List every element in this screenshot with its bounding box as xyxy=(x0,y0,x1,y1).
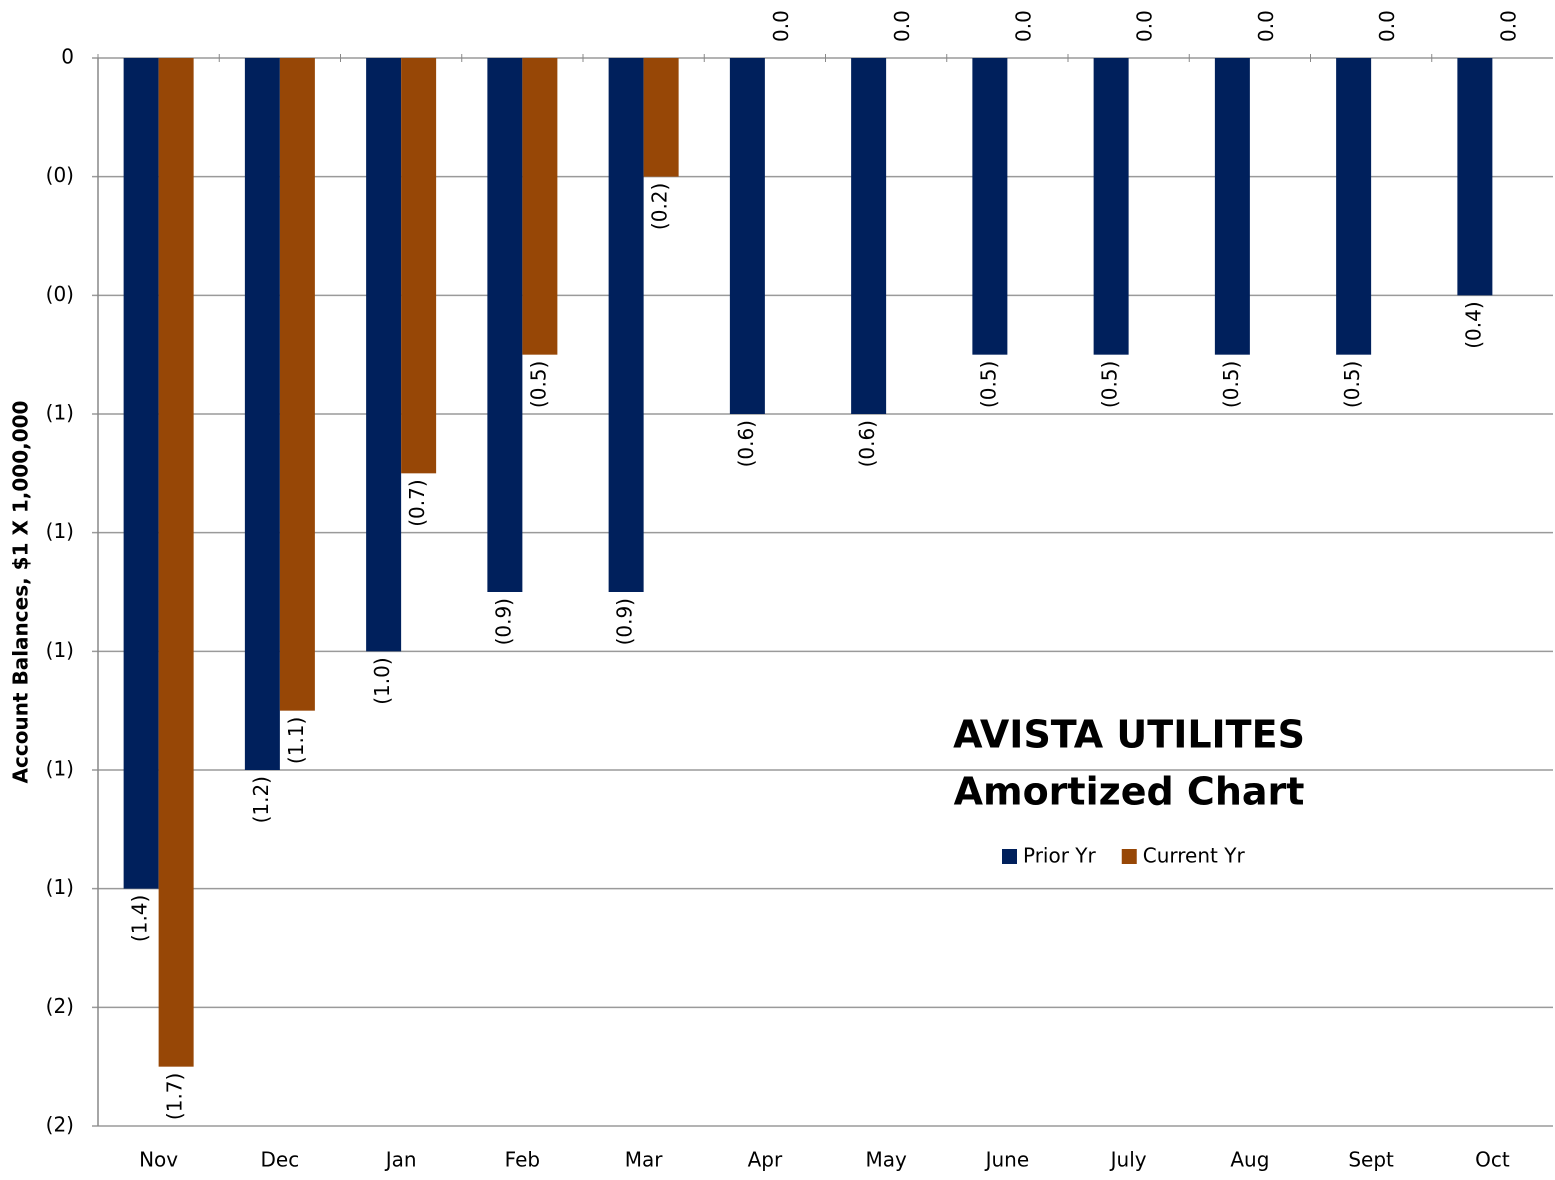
data-label: (1.4) xyxy=(128,895,152,942)
data-label: 0.0 xyxy=(1254,10,1278,42)
data-label: 0.0 xyxy=(890,10,914,42)
bar xyxy=(366,58,402,652)
x-tick-label: Aug xyxy=(1230,1148,1269,1172)
y-tick-label: (2) xyxy=(46,994,74,1018)
bar xyxy=(1336,58,1372,355)
data-label: (0.6) xyxy=(734,420,758,467)
data-label: 0.0 xyxy=(769,10,793,42)
data-label: (1.0) xyxy=(370,657,394,704)
y-tick-label: 0 xyxy=(61,45,74,69)
data-label: (1.7) xyxy=(163,1073,187,1120)
x-tick-label: Oct xyxy=(1475,1148,1510,1172)
legend-label: Current Yr xyxy=(1143,844,1246,868)
bar xyxy=(1093,58,1129,355)
y-tick-label: (1) xyxy=(46,519,74,543)
bar xyxy=(1457,58,1493,296)
x-tick-label: Feb xyxy=(505,1148,540,1172)
data-label: (0.5) xyxy=(976,361,1000,408)
data-label: 0.0 xyxy=(1011,10,1035,42)
bar xyxy=(729,58,765,414)
data-label: (0.5) xyxy=(526,361,550,408)
data-label: (0.5) xyxy=(1340,361,1364,408)
data-label: (0.5) xyxy=(1098,361,1122,408)
bar xyxy=(279,58,315,711)
chart-title: AVISTA UTILITES xyxy=(953,713,1305,757)
data-label: (0.6) xyxy=(855,420,879,467)
x-tick-label: Apr xyxy=(748,1148,783,1172)
bar xyxy=(158,58,194,1067)
x-tick-label: Mar xyxy=(625,1148,664,1172)
bar xyxy=(608,58,644,592)
data-label: (1.2) xyxy=(249,776,273,823)
y-tick-label: (2) xyxy=(46,1113,74,1137)
data-label: (0.5) xyxy=(1219,361,1243,408)
x-tick-label: Jan xyxy=(384,1148,417,1172)
bar xyxy=(401,58,437,474)
data-label: (0.9) xyxy=(491,598,515,645)
data-label: (0.2) xyxy=(648,183,672,230)
y-tick-label: (0) xyxy=(46,163,74,187)
data-label: 0.0 xyxy=(1375,10,1399,42)
bar xyxy=(522,58,558,355)
x-tick-label: June xyxy=(984,1148,1030,1172)
legend-swatch xyxy=(1002,849,1017,864)
bar xyxy=(244,58,280,770)
y-tick-label: (1) xyxy=(46,401,74,425)
bar xyxy=(643,58,679,177)
bar xyxy=(972,58,1008,355)
data-label: (0.7) xyxy=(405,479,429,526)
y-axis-title: Account Balances, $1 X 1,000,000 xyxy=(9,401,33,784)
data-label: 0.0 xyxy=(1133,10,1157,42)
x-tick-label: Sept xyxy=(1348,1148,1394,1172)
bar xyxy=(851,58,887,414)
y-tick-label: (1) xyxy=(46,757,74,781)
bar xyxy=(1214,58,1250,355)
chart-subtitle: Amortized Chart xyxy=(954,770,1305,814)
y-tick-label: (1) xyxy=(46,638,74,662)
data-label: 0.0 xyxy=(1496,10,1520,42)
legend-swatch xyxy=(1121,849,1137,864)
x-tick-label: Nov xyxy=(139,1148,178,1172)
x-tick-label: July xyxy=(1109,1148,1147,1172)
y-tick-label: (1) xyxy=(46,875,74,899)
x-tick-label: May xyxy=(865,1148,907,1172)
y-tick-label: (0) xyxy=(46,282,74,306)
bar xyxy=(487,58,523,592)
data-label: (0.9) xyxy=(613,598,637,645)
legend-label: Prior Yr xyxy=(1023,844,1097,868)
data-label: (0.4) xyxy=(1461,301,1485,348)
data-label: (1.1) xyxy=(284,717,308,764)
bar xyxy=(123,58,159,889)
x-tick-label: Dec xyxy=(261,1148,300,1172)
